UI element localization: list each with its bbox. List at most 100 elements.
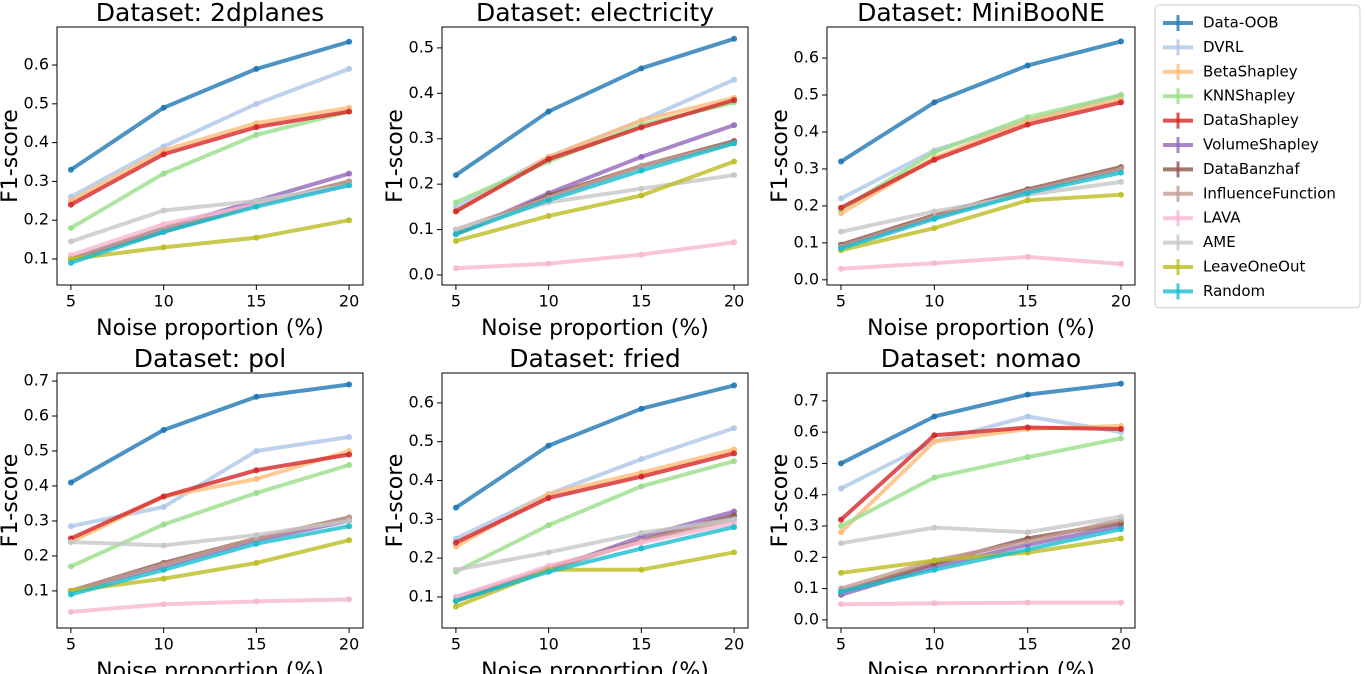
x-axis-label: Noise proportion (%) [481,659,709,674]
series-marker [346,451,353,458]
series-marker [931,474,938,481]
y-tick-label: 0.2 [794,195,819,214]
series-marker [638,251,645,258]
axes-frame [56,26,364,286]
y-tick-label: 0.6 [409,392,434,411]
series-marker [838,485,844,492]
series-line: AME [455,517,735,572]
series-marker [931,524,938,531]
series-marker [1024,599,1031,606]
x-tick-label: 15 [1017,292,1037,311]
y-tick-label: 0.4 [24,475,49,494]
series-marker [1024,529,1031,536]
legend-label: BetaShapley [1203,62,1298,80]
series-marker [1024,253,1031,260]
series-marker [838,540,844,547]
series-marker [731,549,738,556]
series-marker [253,531,260,538]
series-line: AME [70,518,350,548]
series-line: LAVA [70,597,350,614]
series-marker [931,413,938,420]
legend-label: DataBanzhaf [1203,160,1300,178]
series-marker [160,575,167,582]
series-line: LeaveOneOut [70,538,350,593]
series-marker [545,442,552,449]
series-marker [253,448,260,455]
series-marker [160,228,167,235]
series-line: DataShapley [454,98,735,214]
series-marker [838,588,844,595]
x-tick-label: 15 [246,292,266,311]
series-marker [838,228,844,235]
series-marker [67,166,74,173]
x-tick-label: 15 [631,292,651,311]
series-marker [838,245,844,252]
series-marker [452,597,459,604]
axes-frame [826,372,1136,629]
series-marker [1118,535,1124,542]
series-marker [931,149,938,156]
legend-label: LeaveOneOut [1203,258,1305,276]
series-marker [253,100,260,107]
series-line: DataShapley [70,452,350,541]
y-axis-label: F1-score [383,109,408,203]
y-tick-label: 0.0 [409,265,434,284]
series-line: DataShapley [455,451,735,545]
series-line: LeaveOneOut [455,159,735,243]
y-tick-label: 0.2 [794,547,819,566]
series-marker [452,265,459,272]
series-marker [931,432,938,439]
series-marker [638,124,645,131]
series-marker [346,461,353,468]
series-marker [160,561,167,568]
series-line: Random [455,525,735,603]
series-marker [638,539,645,546]
subplot: Data-OOBDVRLBetaShapleyKNNShapleyDataSha… [768,0,1136,341]
chart-title: Dataset: 2dplanes [96,0,324,27]
x-tick-label: 20 [339,635,359,654]
series-line: LeaveOneOut [70,218,350,261]
series-marker [1024,197,1031,204]
y-tick-label: 0.4 [794,121,819,140]
series-line: Data-OOB [454,383,735,510]
series-line: LeaveOneOut [840,192,1122,253]
x-tick-label: 10 [538,292,558,311]
x-tick-label: 5 [66,635,76,654]
series-marker [67,538,74,545]
series-marker [731,76,738,83]
x-tick-label: 10 [153,635,173,654]
y-axis-label: F1-score [383,454,408,548]
series-marker [253,124,260,131]
series-line: Random [840,527,1122,594]
series-marker [838,516,844,523]
series-marker [160,503,167,510]
series-marker [346,596,353,603]
series-marker [452,539,459,546]
series-marker [638,65,645,72]
series-marker [1118,178,1124,185]
series-marker [253,467,260,474]
series-marker [931,260,938,267]
series-marker [452,504,459,511]
legend-label: AME [1203,233,1236,251]
series-marker [452,566,459,573]
chart-title: Dataset: pol [134,344,286,373]
series-marker [838,529,844,536]
series-marker [160,151,167,158]
series-marker [1118,38,1124,45]
series-marker [838,265,844,272]
series-line: LAVA [840,254,1122,271]
y-tick-label: 0.6 [794,422,819,441]
subplot: Data-OOBDVRLBetaShapleyKNNShapleyDataSha… [383,344,749,674]
series-marker [931,557,938,564]
series-line: LAVA [455,521,735,599]
series-line: Random [840,170,1122,251]
series-marker [253,65,260,72]
x-tick-label: 15 [1017,635,1037,654]
series-marker [253,234,260,241]
series-marker [160,221,167,228]
y-tick-label: 0.5 [409,431,434,450]
series-marker [160,542,167,549]
x-tick-label: 5 [451,292,461,311]
x-tick-label: 15 [631,635,651,654]
